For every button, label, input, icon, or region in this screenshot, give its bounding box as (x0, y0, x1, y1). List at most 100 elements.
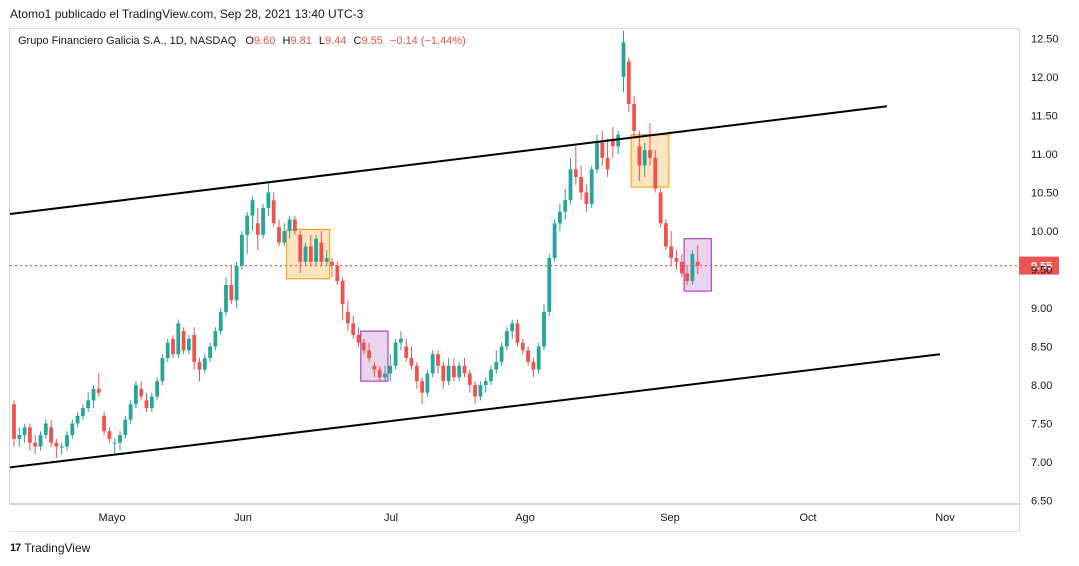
y-tick-label: 7.00 (1031, 457, 1052, 469)
open-label: O (245, 35, 254, 47)
candle (49, 419, 53, 447)
y-tick-label: 12.00 (1031, 72, 1059, 84)
low-value: 9.44 (325, 35, 347, 47)
candle (695, 245, 700, 275)
candle (266, 180, 271, 216)
candle (669, 231, 674, 266)
candle (648, 123, 652, 166)
candle (520, 338, 525, 355)
x-tick-label: Nov (935, 512, 955, 524)
low-label: L (318, 35, 326, 47)
last-price-label: 9.55 (1031, 261, 1052, 273)
candle (383, 365, 387, 382)
candle (356, 327, 361, 347)
candle (293, 215, 297, 235)
candle (436, 350, 440, 374)
candle (335, 261, 340, 285)
candle (213, 327, 218, 351)
candle (489, 365, 493, 385)
candle (632, 96, 636, 139)
candle (128, 400, 133, 424)
y-tick-label: 9.50 (1031, 265, 1052, 277)
candle (393, 338, 398, 370)
last-price-badge (1019, 256, 1059, 275)
high-label: H (282, 35, 291, 47)
candle (621, 30, 626, 93)
candle (176, 319, 181, 359)
candle (107, 427, 112, 443)
candle (187, 334, 191, 355)
candle (499, 342, 504, 366)
candle (404, 338, 409, 362)
candle (399, 331, 403, 351)
candle (271, 192, 276, 228)
tradingview-brand[interactable]: 17 TradingView (10, 541, 90, 555)
candle (144, 392, 149, 412)
candle (589, 165, 594, 208)
y-tick-label: 11.00 (1031, 149, 1058, 161)
candle (388, 354, 393, 382)
candle (452, 358, 456, 382)
trendline-lower-channel (10, 353, 941, 469)
candle (457, 361, 462, 382)
candle (81, 404, 85, 420)
candle (250, 196, 255, 231)
candle (202, 354, 207, 374)
close-value: 9.55 (361, 35, 383, 47)
candle (139, 381, 144, 401)
candle (642, 142, 647, 178)
candle (351, 315, 356, 339)
candle (446, 358, 451, 385)
candle (536, 342, 541, 374)
candle (409, 346, 414, 370)
candle (626, 57, 631, 112)
candle (165, 338, 170, 362)
candle (86, 392, 91, 412)
symbol-name: Grupo Financiero Galicia S.A., 1D, NASDA… (18, 35, 237, 47)
tradingview-logo-icon: 17 (10, 542, 21, 554)
candle (430, 350, 435, 378)
high-value: 9.81 (290, 35, 312, 47)
candle (637, 130, 642, 181)
candle (234, 261, 239, 308)
candle (690, 250, 695, 285)
candle (483, 377, 488, 393)
y-tick-label: 12.50 (1031, 34, 1059, 46)
x-tick-label: Jun (234, 512, 252, 524)
candle (414, 361, 419, 389)
candle (685, 265, 689, 285)
candle (420, 377, 424, 405)
y-tick-label: 11.50 (1031, 111, 1058, 123)
candle (102, 411, 106, 436)
y-tick-label: 10.00 (1031, 226, 1059, 238)
candle (12, 400, 16, 447)
candle (658, 188, 663, 228)
close-label: C (353, 35, 362, 47)
candle (308, 234, 313, 266)
candle (229, 265, 234, 305)
candle (462, 358, 467, 378)
y-tick-label: 6.50 (1031, 496, 1052, 508)
candle (287, 215, 292, 239)
candle (282, 223, 287, 247)
y-tick-label: 10.50 (1031, 188, 1059, 200)
symbol-legend: Grupo Financiero Galicia S.A., 1D, NASDA… (18, 35, 466, 47)
candle (218, 308, 223, 335)
candle (324, 250, 329, 266)
candle (340, 277, 345, 320)
candle (579, 165, 583, 201)
candle (171, 334, 175, 359)
candle (43, 419, 48, 439)
candle (330, 257, 334, 278)
candle (600, 130, 605, 166)
candle (611, 127, 615, 158)
candle (425, 369, 430, 397)
candle (224, 277, 228, 316)
candle (515, 319, 520, 347)
candle (595, 134, 599, 174)
candle (547, 254, 552, 316)
candle (208, 342, 212, 362)
candle (255, 207, 260, 251)
candle (467, 369, 472, 393)
